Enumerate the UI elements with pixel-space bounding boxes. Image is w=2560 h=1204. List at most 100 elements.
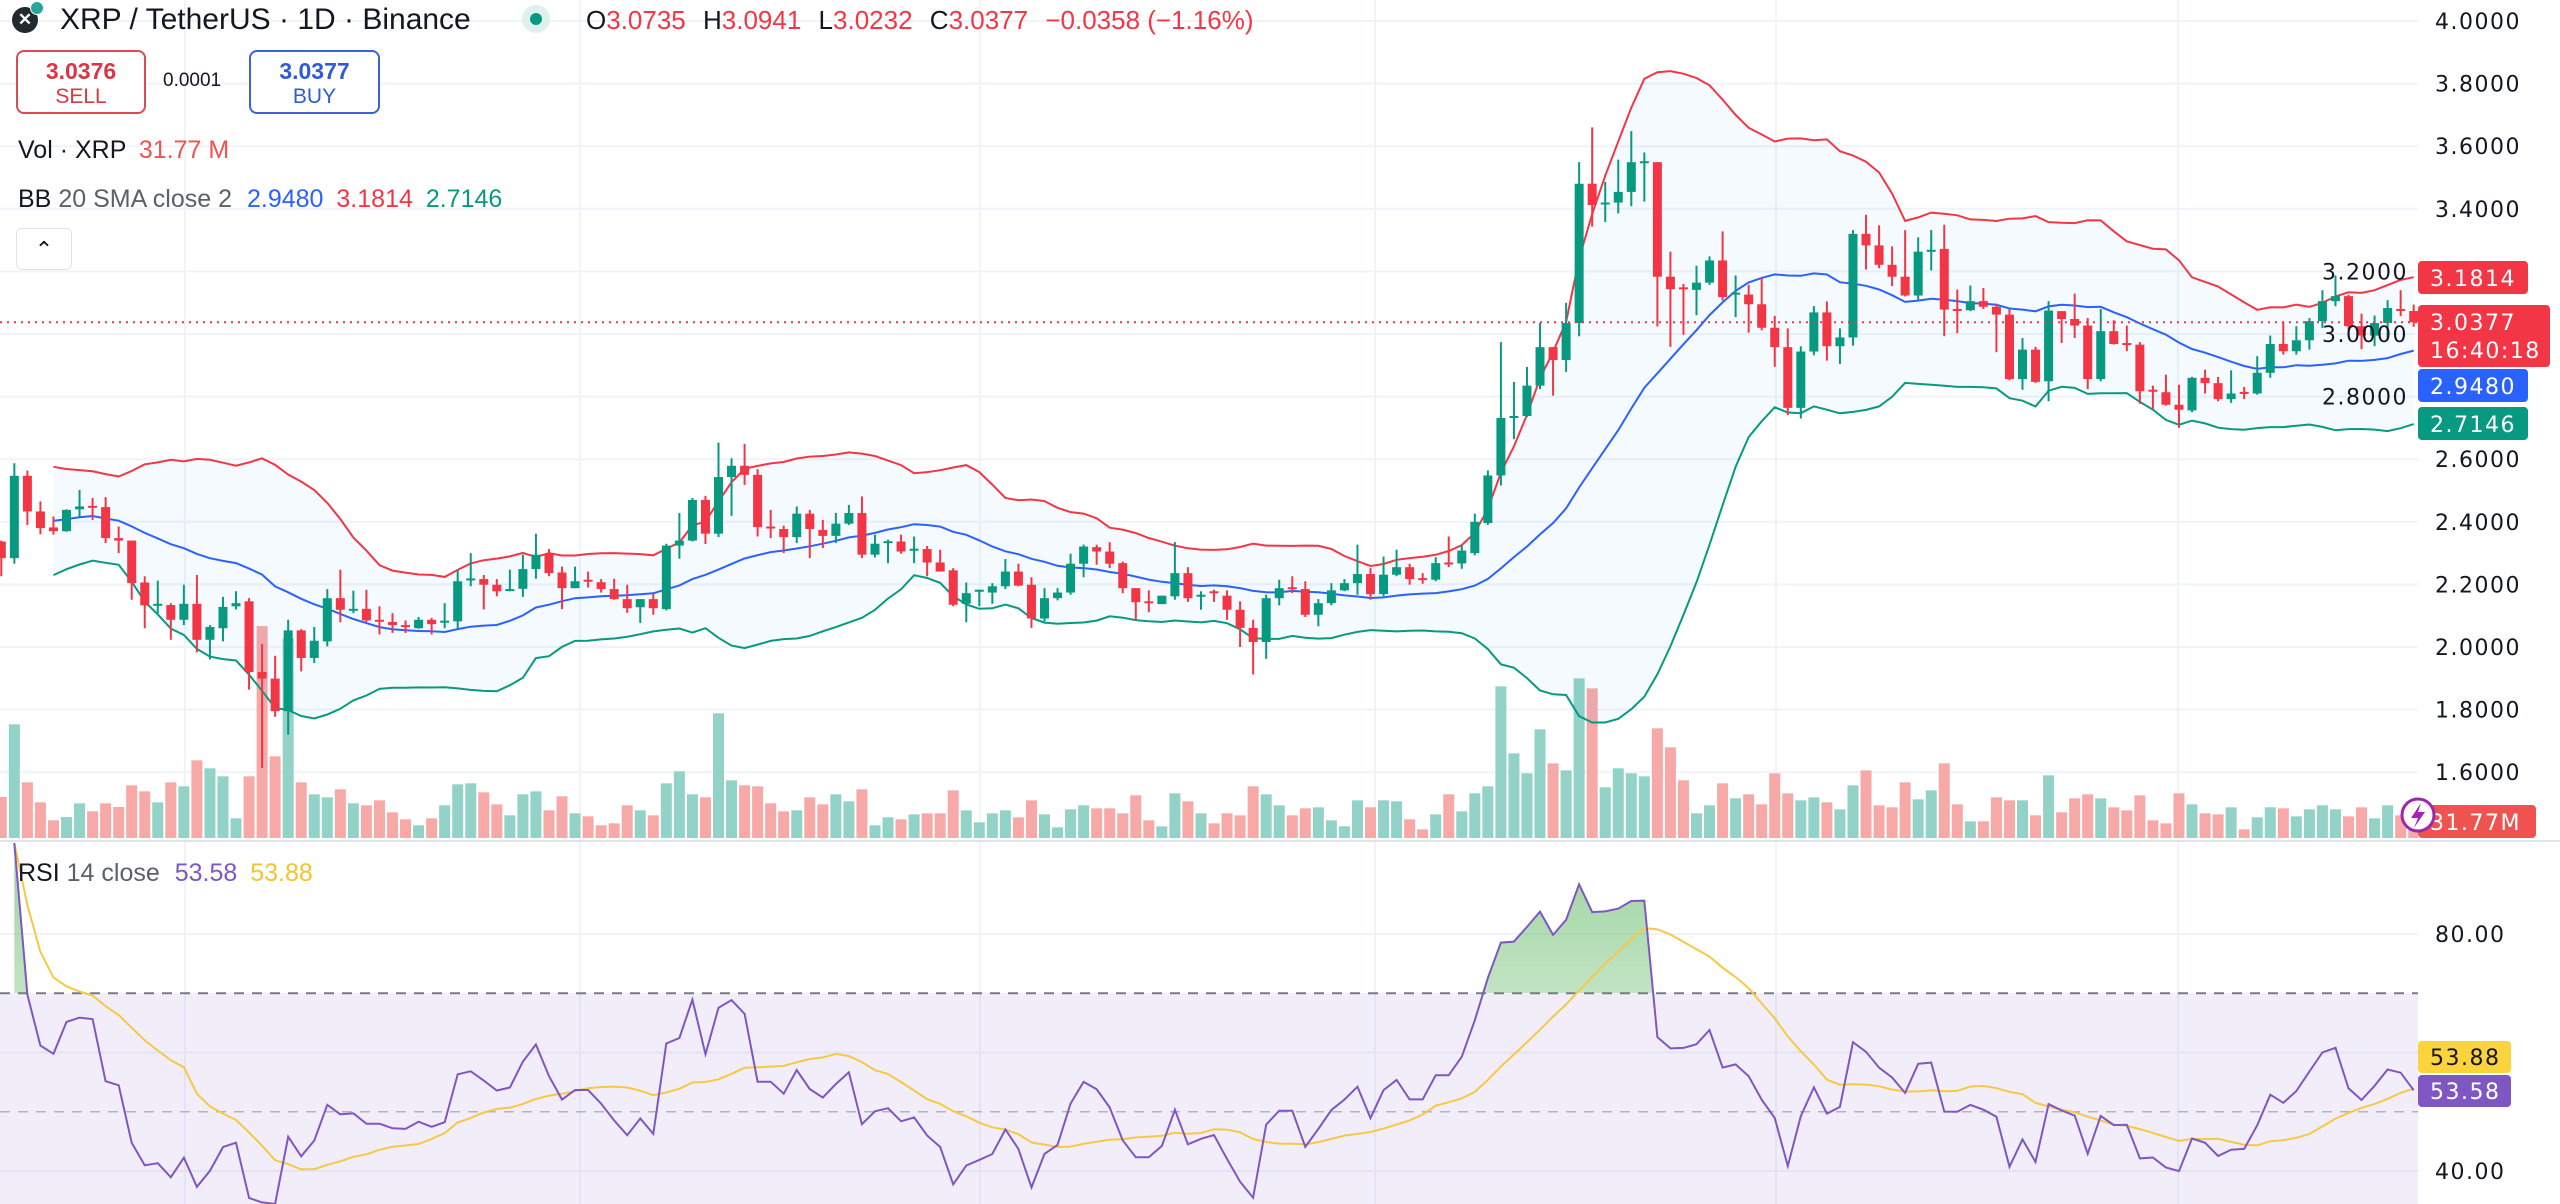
candle-body xyxy=(166,605,176,620)
candle-body xyxy=(674,540,684,546)
rsi-legend[interactable]: RSI 14 close 53.58 53.88 xyxy=(18,858,313,888)
price-axis[interactable]: 4.0000 3.8000 3.6000 3.4000 3.2000 3.0000 2.80… xyxy=(2322,10,2521,1185)
candle xyxy=(1366,568,1375,600)
candle xyxy=(1313,599,1323,627)
candle-body xyxy=(1405,567,1415,580)
candle xyxy=(1483,470,1493,525)
volume-bar xyxy=(1691,813,1702,838)
volume-bar xyxy=(1769,773,1781,838)
last-price-badge xyxy=(2418,305,2550,367)
volume-bar xyxy=(556,796,568,838)
rsi-ma-badge-text: 53.88 xyxy=(2430,1046,2500,1071)
volume-bar xyxy=(1495,686,1507,838)
candle xyxy=(2383,300,2393,340)
volume-bar xyxy=(2121,810,2133,838)
candle-body xyxy=(753,474,763,528)
candle xyxy=(1613,159,1623,214)
candle xyxy=(740,443,750,485)
bb-legend[interactable]: BB 20 SMA close 2 2.9480 3.1814 2.7146 xyxy=(18,184,502,214)
volume-bar xyxy=(2303,809,2315,838)
candle-body xyxy=(583,579,593,582)
candle-body xyxy=(1209,591,1219,594)
volume-bar xyxy=(1469,793,1481,838)
candle xyxy=(388,613,397,633)
volume-bar xyxy=(1743,794,1755,838)
grid-lines xyxy=(0,0,2418,1204)
flash-icon[interactable] xyxy=(2400,797,2436,833)
bollinger-bands xyxy=(53,70,2415,724)
candle-body xyxy=(1874,245,1884,265)
bb-lower-badge xyxy=(2418,407,2528,440)
candle-body xyxy=(1535,347,1545,386)
sell-button[interactable]: 3.0376 SELL xyxy=(16,50,146,114)
volume-bar xyxy=(1990,797,2002,838)
candle-body xyxy=(1470,521,1480,554)
volume-bar xyxy=(1521,773,1533,838)
candle-body xyxy=(283,630,293,712)
candle xyxy=(1053,588,1063,601)
candle xyxy=(857,496,867,559)
candle-body xyxy=(322,598,332,642)
candle xyxy=(1470,513,1480,556)
volume-bar xyxy=(2212,814,2224,838)
buy-button[interactable]: 3.0377 BUY xyxy=(249,50,380,114)
volume-bar xyxy=(713,713,724,838)
candle xyxy=(2252,356,2262,395)
volume-bar xyxy=(2095,798,2107,838)
volume-bar xyxy=(152,802,164,838)
candle-body xyxy=(2109,331,2119,345)
volume-bar xyxy=(660,783,672,838)
volume-bar xyxy=(2017,800,2028,838)
candle xyxy=(440,603,450,629)
volume-bar xyxy=(1586,688,1598,838)
candle-body xyxy=(1587,183,1597,206)
candle xyxy=(1744,284,1754,333)
price-axis-label: 3.0000 xyxy=(2322,323,2408,348)
volume-bar xyxy=(465,783,477,838)
collapse-legend-button[interactable]: ⌃ xyxy=(16,228,72,270)
market-open-dot-icon[interactable] xyxy=(522,5,550,33)
candle xyxy=(609,578,619,600)
xrp-logo-icon: ✕ xyxy=(12,7,38,33)
volume-bar xyxy=(2134,795,2146,838)
volume-bar xyxy=(765,803,777,838)
volume-bar xyxy=(1338,826,1350,838)
candle-body xyxy=(75,506,85,510)
candle xyxy=(2317,290,2327,329)
volume-bar xyxy=(843,801,855,838)
candle xyxy=(948,568,958,607)
volume-bar xyxy=(21,782,33,838)
candle xyxy=(1352,544,1362,595)
candle xyxy=(179,584,189,626)
candle xyxy=(1444,536,1454,568)
volume-bar xyxy=(791,810,803,838)
candle xyxy=(1157,595,1167,605)
symbol-title[interactable]: XRP / TetherUS · 1D · Binance xyxy=(60,3,471,36)
candle-body xyxy=(2317,301,2327,322)
candle-body xyxy=(635,599,645,608)
bb-lower-value: 2.7146 xyxy=(425,185,503,213)
candle-body xyxy=(153,603,163,606)
candles xyxy=(0,127,2418,768)
rsi-badge xyxy=(2418,1075,2511,1107)
rsi-badge-text: 53.58 xyxy=(2430,1080,2500,1105)
volume-bar xyxy=(830,794,842,838)
high-label: H xyxy=(703,5,722,35)
volume-bar xyxy=(739,785,751,838)
candle-body xyxy=(1939,248,1949,310)
candle-body xyxy=(661,545,671,610)
rsi-value: 53.58 xyxy=(174,859,238,887)
bb-legend-name: BB xyxy=(18,185,52,213)
candle-body xyxy=(361,608,371,621)
buy-price: 3.0377 xyxy=(279,58,350,84)
candle-body xyxy=(2370,323,2380,336)
candle xyxy=(1848,230,1858,346)
candle xyxy=(1548,347,1558,396)
volume-badge xyxy=(2418,805,2536,838)
candle xyxy=(140,576,150,629)
volume-bar xyxy=(934,813,946,838)
candle-body xyxy=(531,554,541,570)
volume-legend[interactable]: Vol · XRP 31.77 M xyxy=(18,135,229,165)
volume-bar xyxy=(726,780,738,838)
